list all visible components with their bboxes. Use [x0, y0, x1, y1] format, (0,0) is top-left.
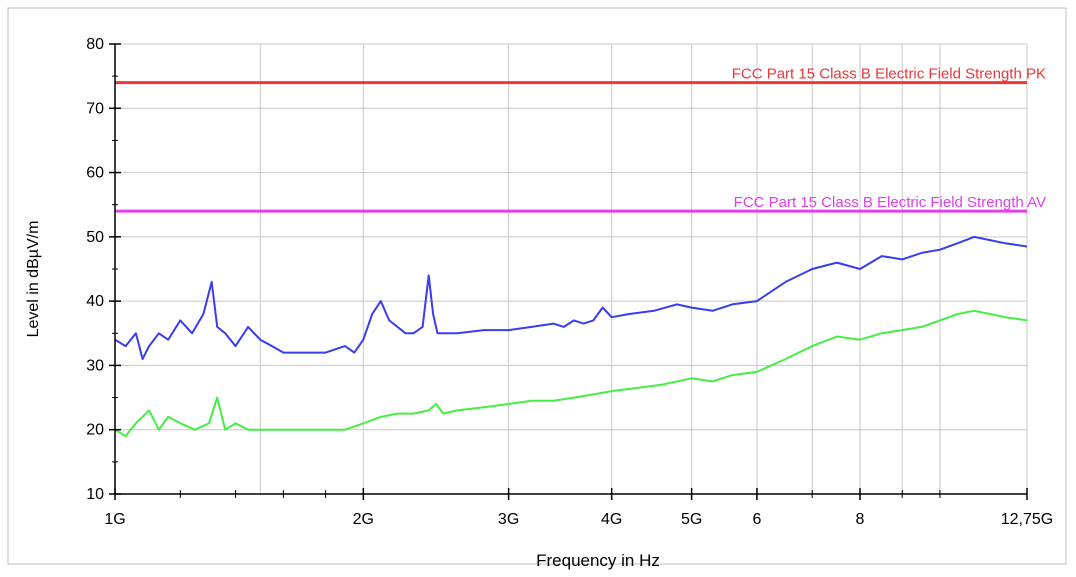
y-tick-label: 30 — [86, 357, 104, 374]
chart-outer-border — [7, 7, 1067, 565]
y-tick-label: 60 — [86, 165, 104, 182]
y-tick-label: 20 — [86, 422, 104, 439]
data-series — [114, 235, 1028, 438]
x-tick-label: 1G — [104, 511, 125, 528]
x-tick-label: 5G — [681, 511, 702, 528]
limit-line-label: FCC Part 15 Class B Electric Field Stren… — [732, 66, 1046, 83]
x-tick-label: 2G — [353, 511, 374, 528]
y-axis-title: Level in dBµV/m — [25, 221, 42, 338]
x-tick-label: 12,75G — [1001, 511, 1053, 528]
y-tick-label: 50 — [86, 229, 104, 246]
limit-line-label: FCC Part 15 Class B Electric Field Stren… — [734, 194, 1046, 211]
axes — [109, 43, 1028, 500]
x-tick-label: 8 — [856, 511, 865, 528]
labels: 10 20 30 40 50 60 70 80 1G 2G 3G 4G 5G 6 8 12,75G Freque… — [25, 36, 1053, 570]
x-axis-title: Frequency in Hz — [536, 551, 660, 570]
y-tick-label: 10 — [86, 486, 104, 503]
limit-lines: FCC Part 15 Class B Electric Field Stren… — [115, 66, 1046, 213]
grid — [115, 43, 1028, 495]
x-tick-label: 3G — [498, 511, 519, 528]
y-tick-label: 80 — [86, 36, 104, 53]
x-tick-label: 6 — [752, 511, 761, 528]
series-line — [114, 235, 1028, 360]
series-line — [114, 309, 1028, 438]
y-tick-label: 70 — [86, 100, 104, 117]
x-tick-label: 4G — [601, 511, 622, 528]
y-tick-label: 40 — [86, 293, 104, 310]
